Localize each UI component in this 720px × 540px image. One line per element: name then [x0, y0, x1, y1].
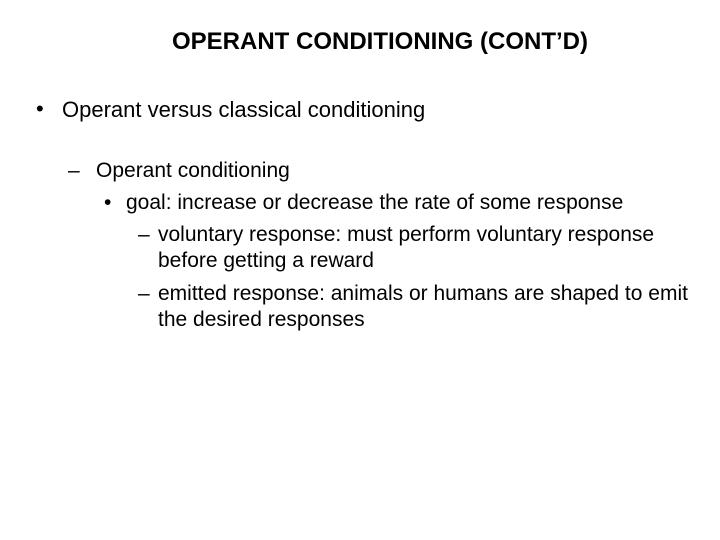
bullet-level4: – emitted response: animals or humans ar…: [138, 281, 690, 334]
bullet-text: Operant versus classical conditioning: [62, 96, 690, 124]
bullet-mark-dash: –: [138, 222, 158, 248]
bullet-text: goal: increase or decrease the rate of s…: [126, 190, 690, 216]
bullet-level3: • goal: increase or decrease the rate of…: [104, 190, 690, 216]
bullet-mark-dash: –: [138, 281, 158, 307]
bullet-level1: • Operant versus classical conditioning: [36, 96, 690, 124]
bullet-text: Operant conditioning: [96, 158, 690, 184]
bullet-level2: – Operant conditioning: [68, 158, 690, 184]
slide-title: OPERANT CONDITIONING (CONT’D): [30, 28, 690, 56]
bullet-mark-dot: •: [104, 190, 126, 216]
bullet-mark-dash: –: [68, 158, 96, 184]
bullet-text: voluntary response: must perform volunta…: [158, 222, 690, 275]
bullet-text: emitted response: animals or humans are …: [158, 281, 690, 334]
bullet-level4: – voluntary response: must perform volun…: [138, 222, 690, 275]
bullet-mark-dot: •: [36, 96, 62, 122]
